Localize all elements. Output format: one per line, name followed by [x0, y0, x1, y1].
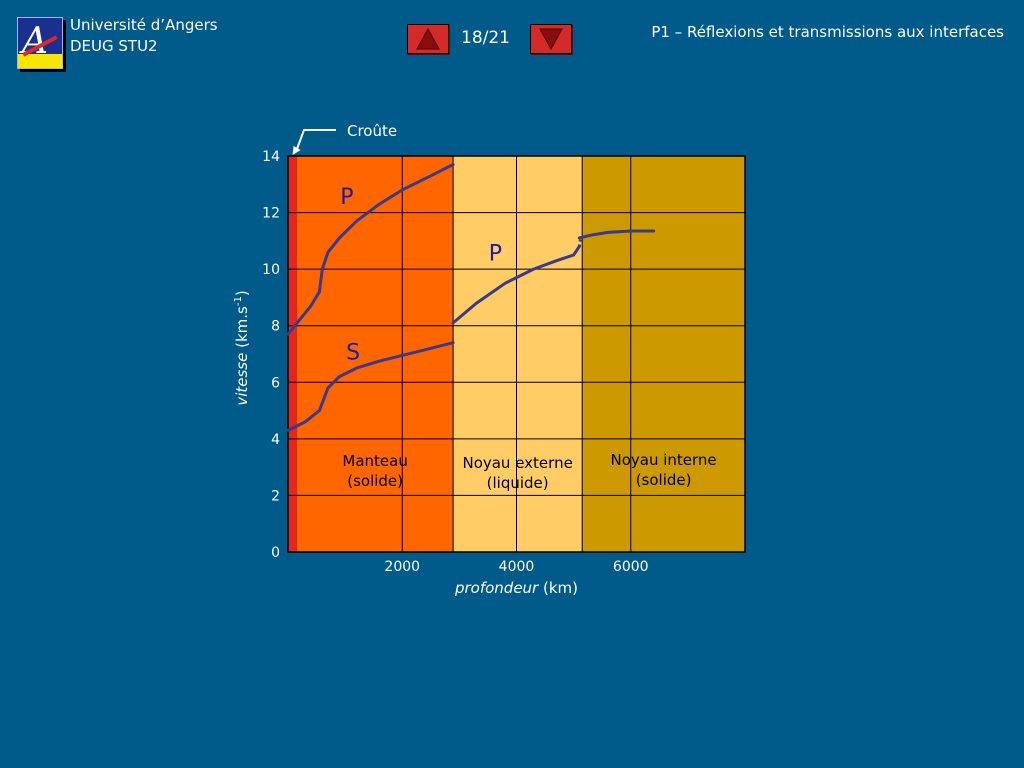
- series-label-s-2: S: [346, 341, 360, 366]
- logo-strip: [18, 54, 62, 68]
- slide-title: P1 – Réflexions et transmissions aux int…: [651, 23, 1004, 41]
- axis-labels: profondeur (km) vitesse (km.s-1): [233, 290, 578, 597]
- y-tick-5: 10: [262, 262, 280, 278]
- series-label-p-1: P: [489, 242, 502, 267]
- x-tick-1: 4000: [499, 559, 535, 575]
- zone-label-2-0: Noyau externe: [462, 454, 572, 472]
- y-tick-7: 14: [262, 149, 280, 165]
- zone-labels: Manteau (solide) Noyau externe (liquide) Noy…: [342, 451, 716, 492]
- series-p-0-segment-1: [451, 245, 581, 325]
- crust-label: Croûte: [347, 122, 397, 140]
- y-tick-4: 8: [271, 319, 280, 335]
- x-tick-2: 6000: [613, 559, 649, 575]
- university-logo: A: [17, 17, 63, 69]
- crust-pointer-line: [295, 129, 336, 151]
- zone-1: [297, 156, 454, 552]
- previous-slide-button[interactable]: [407, 24, 449, 54]
- x-tick-0: 2000: [384, 559, 420, 575]
- crust-annotation: Croûte: [292, 122, 397, 155]
- chart-grid: [287, 155, 746, 553]
- next-slide-button[interactable]: [530, 24, 572, 54]
- zone-3: [582, 156, 745, 552]
- triangle-down-icon: [539, 28, 563, 50]
- series-label-p-0: P: [340, 185, 353, 210]
- y-tick-1: 2: [271, 488, 280, 504]
- triangle-up-icon: [416, 28, 440, 50]
- course-name: DEUG STU2: [70, 37, 158, 55]
- institution-name: Université d’Angers: [70, 16, 218, 34]
- axis-ticks: 0 2 4 6 8 10 12 14 2000 4000 6000: [262, 149, 648, 575]
- series-p-0-segment-2: [577, 229, 656, 240]
- zone-0: [288, 156, 298, 552]
- institution-block: Université d’Angers DEUG STU2: [70, 15, 218, 57]
- zone-2: [453, 156, 583, 552]
- series-s-2-segment-0: [286, 341, 455, 432]
- zone-label-1-1: (solide): [347, 472, 403, 490]
- page-counter: 18/21: [461, 28, 510, 48]
- zone-label-2-1: (liquide): [487, 474, 549, 492]
- y-tick-2: 4: [271, 432, 280, 448]
- y-tick-6: 12: [262, 206, 280, 222]
- earth-layer-zones: [288, 156, 745, 552]
- crust-pointer-arrowhead: [292, 146, 301, 155]
- zone-label-3-1: (solide): [636, 471, 692, 489]
- series-p-transition: [577, 239, 582, 247]
- zone-label-1-0: Manteau: [342, 452, 407, 470]
- y-tick-0: 0: [271, 545, 280, 561]
- x-axis-label: profondeur (km): [454, 579, 578, 597]
- series-p-0-segment-0: [286, 163, 455, 336]
- velocity-curves: P P S: [286, 163, 656, 432]
- zone-label-3-0: Noyau interne: [611, 451, 717, 469]
- y-axis-label: vitesse (km.s-1): [233, 290, 251, 405]
- y-tick-3: 6: [271, 375, 280, 391]
- plot-frame: [287, 155, 746, 553]
